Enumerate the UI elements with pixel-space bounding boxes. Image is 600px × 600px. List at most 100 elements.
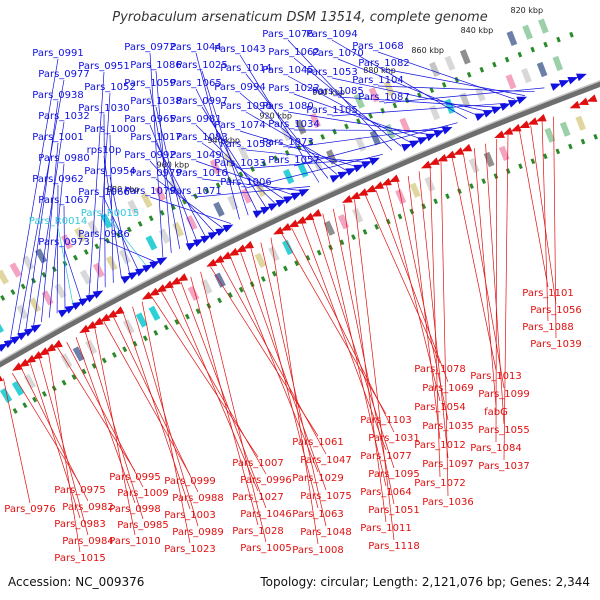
gc-marker [344,123,349,130]
reverse-leader-line [170,286,259,492]
reverse-gene-label: Pars_1047 [300,455,351,466]
feature-block [353,93,365,109]
forward-gene-label: Pars_1057 [268,155,319,166]
feature-block [79,269,92,285]
forward-leader-line [155,106,189,245]
reverse-gene-arrow [106,309,118,319]
gc-marker [454,76,460,83]
reverse-gene-arrow [141,291,153,300]
forward-gene-arrow [23,328,35,337]
reverse-gene-arrow [389,174,400,183]
forward-gene-label: Pars_1062 [268,47,319,58]
forward-gene-label: Pars_1053 [306,67,357,78]
feature-block [268,246,280,262]
gc-marker [227,176,233,183]
forward-leader-line [25,100,59,331]
forward-gene-arrow [30,324,42,333]
feature-block [323,220,336,236]
forward-leader-line [195,186,311,198]
reverse-gene-arrow [373,181,384,190]
forward-gene-label: Pars_0986 [78,229,129,240]
feature-block [135,312,148,328]
reverse-gene-arrow [295,216,307,224]
forward-gene-arrow [425,133,437,142]
gc-marker [91,362,97,369]
gc-marker [504,56,510,63]
reverse-gene-arrow [86,320,97,330]
reverse-gene-label: Pars_1035 [422,421,473,432]
gc-marker [94,243,100,250]
forward-gene-label: Pars_1094 [306,29,357,40]
gc-marker [320,134,326,140]
kbp-tick-label: 820 kbp [510,6,543,15]
reverse-leader-line [3,378,31,504]
feature-block [11,380,25,396]
feature-block [29,297,42,313]
reverse-gene-label: Pars_1097 [422,459,473,470]
reverse-leader-line [240,252,327,491]
forward-leader-line [331,39,468,120]
forward-gene-label: Pars_1058 [220,139,271,150]
reverse-gene-label: Pars_0983 [54,519,105,530]
reverse-gene-arrow [18,358,30,368]
reverse-gene-label: Pars_1048 [300,527,351,538]
reverse-gene-arrow [519,120,530,128]
feature-block [521,67,532,84]
forward-gene-label: Pars_1083 [176,132,227,143]
reverse-leader-line [122,311,191,510]
kbp-tick-label: 860 kbp [411,46,444,55]
forward-leader-line [33,121,65,327]
reverse-gene-label: Pars_1010 [109,536,160,547]
forward-gene-label: Pars_1086 [130,60,181,71]
forward-gene-label: Pars_0938 [32,90,83,101]
forward-gene-label: Pars_0954 [84,166,135,177]
reverse-leader-line [440,161,449,497]
reverse-leader-line [343,204,387,523]
forward-gene-arrow [482,110,494,118]
gc-marker [148,215,154,222]
forward-gene-label: Pars_1000 [84,124,135,135]
reverse-leader-line [20,367,89,502]
feature-block [538,18,549,34]
forward-leader-line [337,96,496,108]
forward-leader-line [293,122,458,167]
reverse-leader-line [407,175,441,440]
reverse-gene-arrow [288,219,299,228]
forward-leader-line [195,124,275,204]
reverse-leader-line [151,296,259,458]
reverse-gene-label: Pars_1007 [232,458,283,469]
feature-block [468,157,480,174]
gc-marker [421,203,427,210]
forward-gene-arrow [185,242,197,251]
reverse-leader-line [518,130,549,288]
reverse-gene-arrow [527,117,539,125]
forward-gene-arrow [491,106,503,115]
forward-gene-label: Pars_1044 [170,42,221,53]
gc-marker [374,223,379,230]
gc-marker [543,41,548,48]
forward-gene-label: Pars_1034 [268,119,319,130]
feature-block [237,145,250,161]
forward-leader-line [63,247,82,301]
gc-marker [409,208,415,215]
feature-block [74,227,87,243]
reverse-gene-arrow [228,247,240,256]
forward-gene-arrow [550,83,562,91]
feature-block [559,121,571,137]
feature-block [506,30,518,47]
forward-leader-line [287,126,449,149]
feature-block [158,228,171,244]
gc-marker [61,379,67,386]
gc-marker [111,351,117,358]
reverse-gene-arrow [420,160,432,169]
gc-marker [294,260,300,267]
kbp-tick-label: 840 kbp [461,26,494,35]
forward-gene-label: Pars_0980 [38,153,89,164]
gc-marker [132,340,138,347]
reverse-gene-arrow [113,306,125,315]
gc-marker [569,31,574,38]
forward-gene-arrow [57,309,69,318]
reverse-leader-line [180,281,267,509]
reverse-gene-label: Pars_0985 [117,520,168,531]
feature-block [383,80,395,97]
